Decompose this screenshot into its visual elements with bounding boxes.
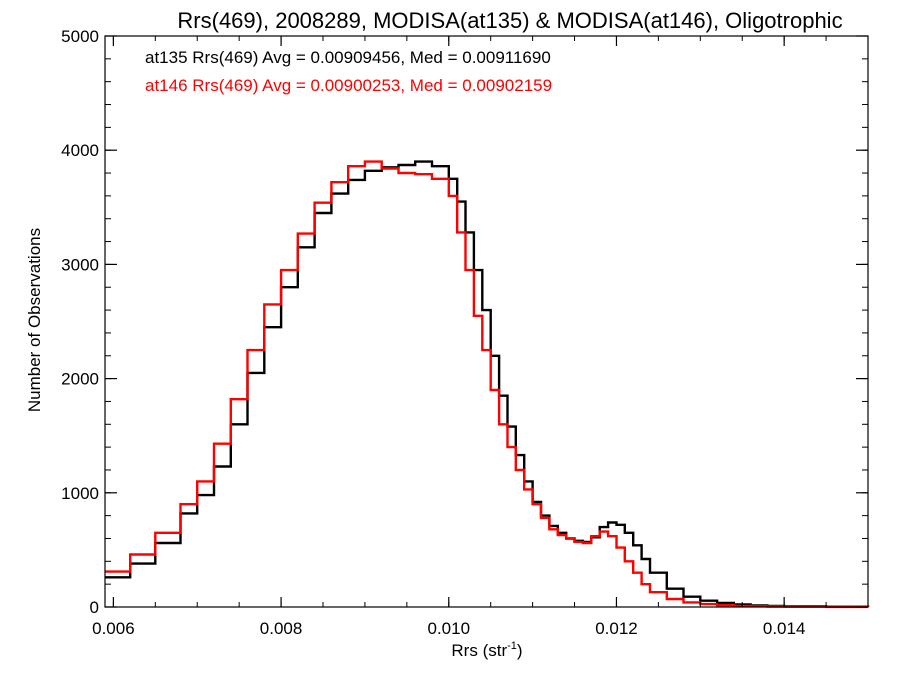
annotation-at135: at135 Rrs(469) Avg = 0.00909456, Med = 0…: [145, 48, 551, 67]
x-tick-label: 0.010: [427, 619, 470, 638]
x-tick-label: 0.008: [260, 619, 303, 638]
y-tick-label: 4000: [61, 141, 99, 160]
y-tick-label: 5000: [61, 27, 99, 46]
x-axis-label: Rrs (str-1): [451, 640, 522, 660]
chart-title: Rrs(469), 2008289, MODISA(at135) & MODIS…: [177, 8, 842, 33]
x-tick-label: 0.014: [763, 619, 806, 638]
x-axis-label-close: ): [517, 641, 523, 660]
plot-frame: [104, 35, 869, 608]
y-tick-label: 3000: [61, 255, 99, 274]
legend-annotations: at135 Rrs(469) Avg = 0.00909456, Med = 0…: [145, 48, 552, 95]
x-tick-label: 0.012: [595, 619, 638, 638]
annotation-at146: at146 Rrs(469) Avg = 0.00900253, Med = 0…: [145, 76, 552, 95]
series-layer: [105, 160, 870, 609]
series-line-0: [105, 160, 870, 608]
x-tick-label: 0.006: [92, 619, 135, 638]
y-axis-label: Number of Observations: [25, 228, 44, 412]
series-line-1: [105, 160, 870, 609]
x-axis-label-main: Rrs (str: [451, 641, 507, 660]
y-tick-label: 0: [90, 598, 99, 617]
y-tick-label: 1000: [61, 484, 99, 503]
axes-layer: [104, 35, 869, 608]
x-axis-label-superscript: -1: [507, 640, 517, 652]
tick-labels: 0.006 0.008 0.010 0.012 0.014 0 1000 2000 3000 40…: [61, 27, 805, 638]
y-tick-label: 2000: [61, 370, 99, 389]
